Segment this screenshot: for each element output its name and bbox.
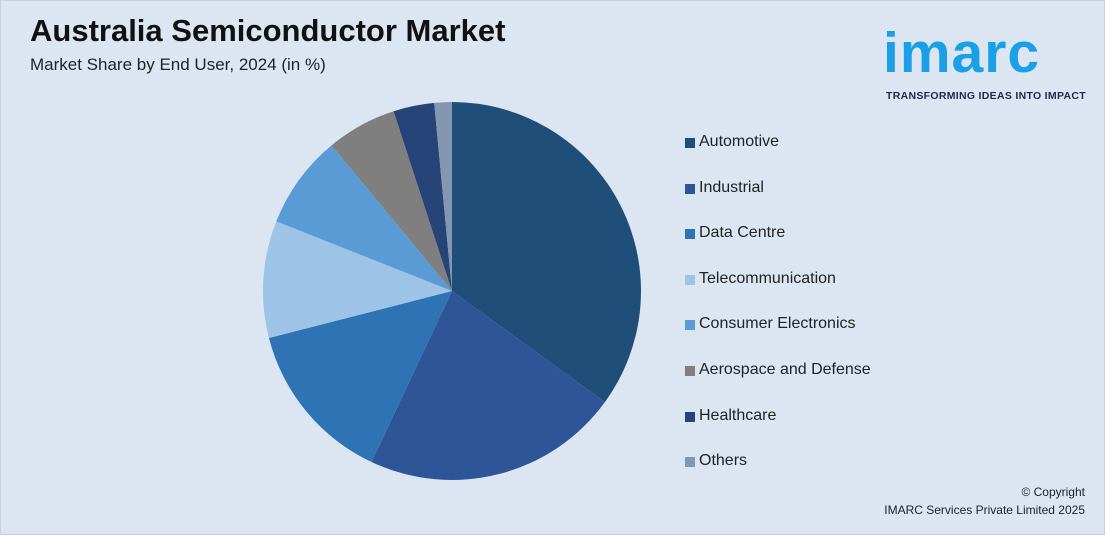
chart-subtitle: Market Share by End User, 2024 (in %) <box>30 55 326 74</box>
pie-slice-automotive <box>452 102 641 403</box>
imarc-logo: imarc TRANSFORMING IDEAS INTO IMPACT <box>881 11 1096 106</box>
legend-swatch <box>685 457 695 468</box>
chart-title: Australia Semiconductor Market <box>30 13 506 48</box>
pie-slice-others <box>434 102 452 291</box>
legend-label: Automotive <box>699 133 780 150</box>
pie-slice-aerospace-and-defense <box>331 111 452 291</box>
legend-label: Healthcare <box>699 406 777 424</box>
legend-label: Industrial <box>699 178 764 196</box>
legend-swatch <box>685 366 695 376</box>
legend-swatch <box>685 183 695 194</box>
copyright-line-1: © Copyright <box>1021 485 1085 499</box>
copyright-notice: © Copyright IMARC Services Private Limit… <box>884 483 1085 519</box>
logo-wordmark: imarc <box>883 21 1041 85</box>
legend-swatch <box>685 320 695 331</box>
legend-label: Data Centre <box>699 224 786 242</box>
legend-swatch <box>685 274 695 285</box>
pie-slice-data-centre <box>268 291 452 463</box>
pie-slice-industrial <box>371 291 605 480</box>
legend-label: Aerospace and Defense <box>699 361 871 378</box>
legend-swatch <box>685 229 695 240</box>
pie-slice-consumer-electronics <box>276 145 452 291</box>
copyright-line-2: IMARC Services Private Limited 2025 <box>884 503 1085 517</box>
logo-tagline: TRANSFORMING IDEAS INTO IMPACT <box>886 90 1086 102</box>
legend-swatch <box>685 411 695 422</box>
pie-slice-healthcare <box>393 102 452 291</box>
legend-swatch <box>685 138 695 148</box>
legend-label: Telecommunication <box>699 269 836 287</box>
pie-slice-telecommunication <box>263 221 452 338</box>
legend-label: Consumer Electronics <box>699 315 856 333</box>
legend-label: Others <box>699 452 748 470</box>
